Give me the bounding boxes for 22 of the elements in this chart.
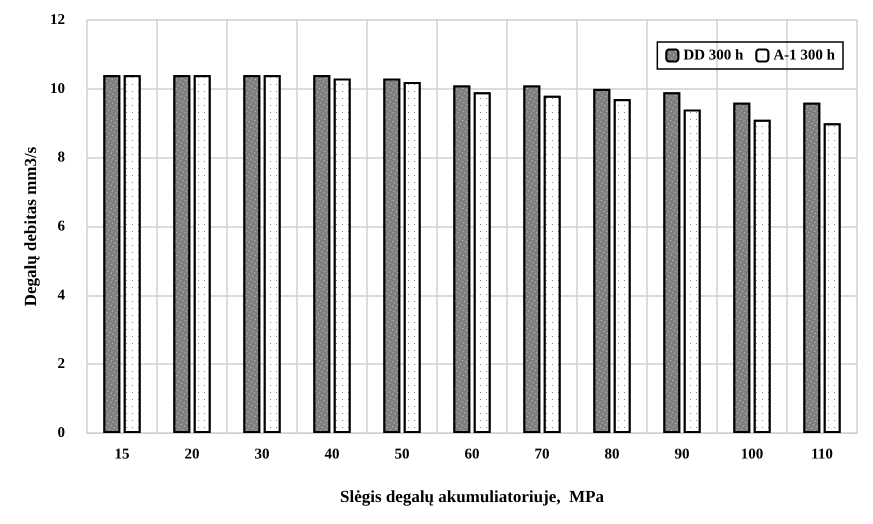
- y-tick-label: 10: [50, 80, 65, 97]
- legend-label: DD 300 h: [683, 48, 744, 64]
- x-tick-label: 60: [464, 446, 480, 462]
- x-tick-label: 100: [740, 446, 764, 462]
- y-axis-title: Degalų debitas mm3/s: [21, 146, 40, 306]
- y-tick-label: 12: [50, 12, 65, 28]
- x-tick-label: 90: [674, 446, 690, 462]
- legend-label: A-1 300 h: [773, 48, 836, 64]
- x-tick-label: 20: [184, 446, 200, 462]
- y-tick-label: 8: [58, 150, 65, 166]
- y-tick-label: 4: [58, 287, 66, 304]
- x-tick-label: 30: [254, 446, 270, 462]
- x-axis-title: Slėgis degalų akumuliatoriuje, MPa: [340, 487, 604, 506]
- x-tick-label: 15: [114, 446, 130, 462]
- y-tick-label: 0: [58, 425, 65, 441]
- x-tick-label: 70: [534, 446, 550, 462]
- y-tick-label: 6: [58, 218, 66, 234]
- x-tick-label: 110: [811, 446, 833, 462]
- x-tick-label: 40: [324, 446, 340, 462]
- x-tick-label: 50: [394, 446, 410, 462]
- x-tick-label: 80: [604, 446, 620, 462]
- y-tick-label: 2: [58, 356, 65, 372]
